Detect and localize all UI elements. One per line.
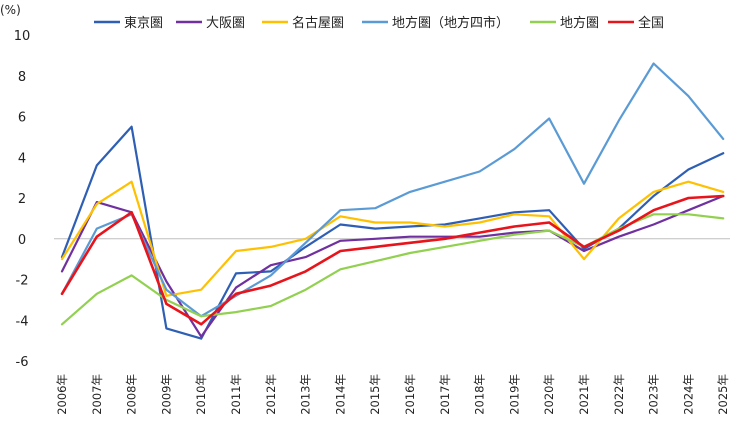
x-tick-label: 2007年 — [90, 374, 104, 415]
legend-label: 全国 — [638, 15, 664, 31]
legend-label: 地方圏 — [560, 15, 599, 31]
x-tick-label: 2022年 — [612, 374, 626, 415]
x-tick-label: 2025年 — [716, 374, 730, 415]
x-tick-label: 2012年 — [264, 374, 278, 415]
x-tick-label: 2006年 — [55, 374, 69, 415]
x-tick-label: 2020年 — [542, 374, 556, 415]
x-tick-label: 2010年 — [194, 374, 208, 415]
x-tick-label: 2015年 — [368, 374, 382, 415]
x-tick-label: 2009年 — [159, 374, 173, 415]
x-tick-label: 2021年 — [577, 374, 591, 415]
legend-label: 名古屋圏 — [292, 15, 344, 31]
y-tick-label: 0 — [18, 233, 26, 248]
series-line — [60, 194, 725, 338]
y-tick-label: -4 — [16, 314, 29, 329]
series-lines — [60, 62, 725, 340]
y-tick-label: 6 — [18, 111, 26, 126]
y-tick-label: 8 — [18, 70, 26, 85]
x-tick-label: 2019年 — [507, 374, 521, 415]
y-axis-ticks: 10 8 6 4 2 0 -2 -4 -6 — [14, 29, 31, 370]
x-tick-label: 2013年 — [299, 374, 313, 415]
y-tick-label: 2 — [18, 192, 26, 207]
x-tick-label: 2024年 — [681, 374, 695, 415]
x-tick-label: 2017年 — [438, 374, 452, 415]
y-tick-label: 4 — [18, 151, 26, 166]
y-tick-label: -2 — [16, 274, 29, 289]
x-tick-label: 2018年 — [473, 374, 487, 415]
x-tick-label: 2008年 — [125, 374, 139, 415]
legend-label: 大阪圏 — [206, 16, 245, 31]
legend-label: 地方圏（地方四市） — [392, 15, 509, 31]
series-line — [60, 62, 725, 318]
legend-label: 東京圏 — [124, 15, 163, 31]
x-tick-label: 2023年 — [647, 374, 661, 415]
chart-legend: 東京圏 大阪圏 名古屋圏 地方圏（地方四市） 地方圏 全国 — [94, 15, 664, 31]
x-tick-label: 2011年 — [229, 374, 243, 415]
x-axis-ticks: 2006年 2007年 2008年 2009年 2010年 2011年 2012年 2013年… — [55, 374, 730, 415]
x-tick-label: 2014年 — [333, 374, 347, 415]
y-unit-label: (%) — [0, 3, 21, 17]
series-line — [60, 125, 725, 340]
x-tick-label: 2016年 — [403, 374, 417, 415]
series-line — [60, 194, 725, 326]
series-line — [60, 213, 725, 326]
y-tick-label: -6 — [16, 355, 29, 370]
y-tick-label: 10 — [14, 29, 31, 44]
